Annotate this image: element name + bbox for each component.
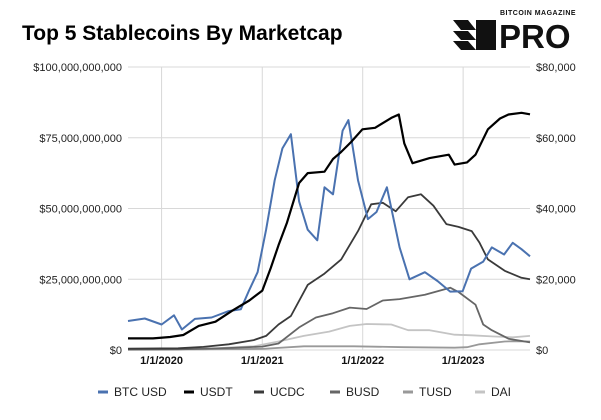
chart-title: Top 5 Stablecoins By Marketcap [22, 22, 343, 45]
series-layer [127, 111, 531, 351]
right-tick-label: $0 [536, 345, 548, 357]
left-axis: $0 $25,000,000,000 $50,000,000,000 $75,000,… [33, 62, 122, 357]
legend-label: BUSD [346, 385, 380, 399]
x-axis: 1/1/2020 1/1/2021 1/1/2022 1/1/2023 [140, 355, 484, 367]
series-line-usdt [128, 111, 531, 340]
left-tick-label: $75,000,000,000 [39, 133, 122, 145]
legend-label: UCDC [270, 385, 305, 399]
left-tick-label: $50,000,000,000 [39, 204, 122, 216]
right-tick-label: $20,000 [536, 274, 576, 286]
left-tick-label: $25,000,000,000 [39, 274, 122, 286]
bars-icon [453, 20, 496, 50]
right-tick-label: $40,000 [536, 204, 576, 216]
right-axis: $0 $20,000 $40,000 $60,000 $80,000 [536, 62, 576, 357]
x-tick-label: 1/1/2020 [140, 355, 183, 367]
brand-logo: BITCOIN MAGAZINE PRO [453, 10, 576, 55]
left-tick-label: $100,000,000,000 [33, 62, 122, 74]
legend-label: TUSD [419, 385, 452, 399]
series-line-tusd [127, 340, 531, 351]
left-tick-label: $0 [110, 345, 122, 357]
legend: BTC USD USDT UCDC BUSD TUSD DAI [98, 385, 511, 399]
legend-label: DAI [491, 385, 511, 399]
series-line-btc-usd [127, 119, 531, 331]
legend-label: USDT [200, 385, 233, 399]
brand-top-text: BITCOIN MAGAZINE [500, 10, 576, 17]
series-line-ucdc [127, 193, 531, 350]
right-tick-label: $60,000 [536, 133, 576, 145]
legend-label: BTC USD [114, 385, 167, 399]
x-tick-label: 1/1/2022 [341, 355, 384, 367]
brand-main-text: PRO [499, 18, 571, 55]
right-tick-label: $80,000 [536, 62, 576, 74]
x-tick-label: 1/1/2023 [442, 355, 485, 367]
x-tick-label: 1/1/2021 [241, 355, 284, 367]
grid [128, 66, 530, 351]
series-line-busd [127, 286, 531, 351]
